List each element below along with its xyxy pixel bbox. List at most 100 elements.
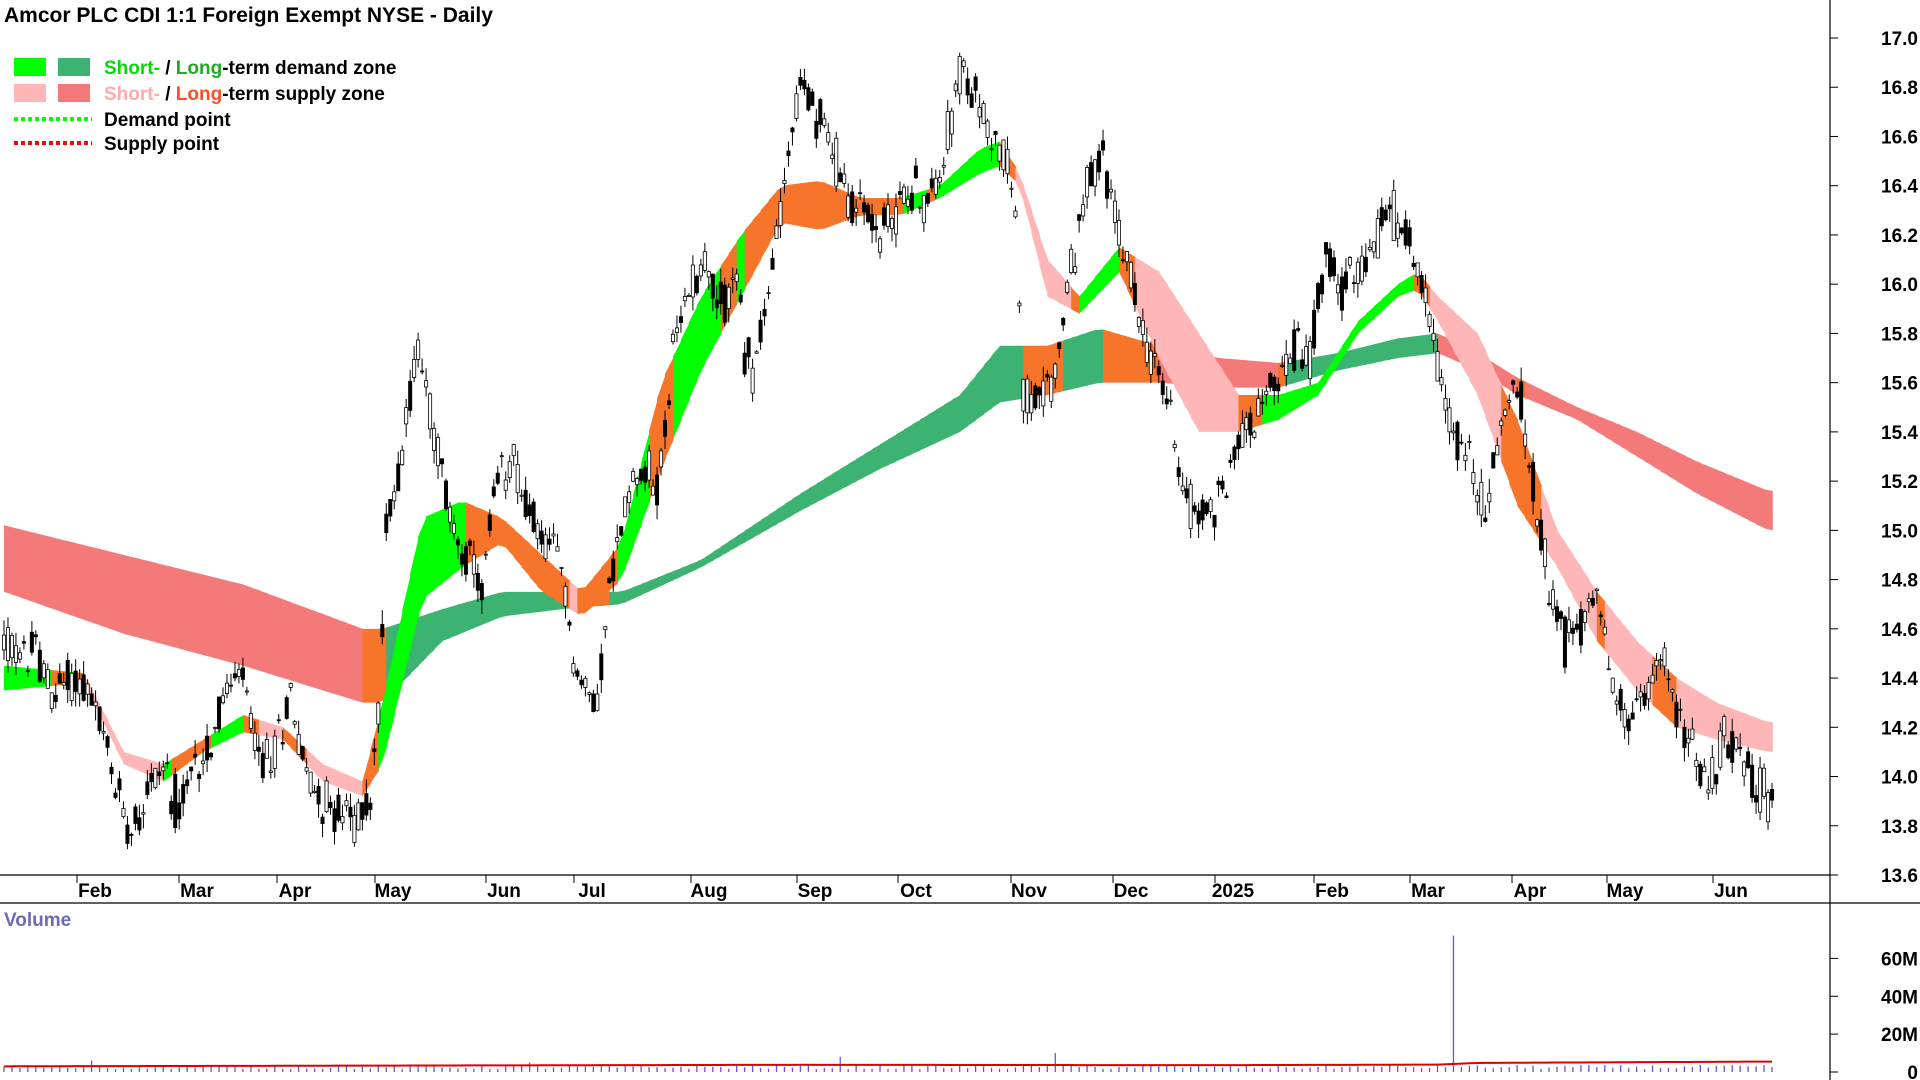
candle-body [1742, 761, 1747, 777]
candle-body [1746, 751, 1751, 769]
candle-body [1403, 219, 1408, 246]
long-term-zone-segment [115, 553, 125, 634]
candle-body [1487, 492, 1492, 503]
candle-body [296, 733, 301, 755]
candle-body [611, 558, 616, 582]
long-term-zone-segment [442, 606, 451, 642]
candle-body [213, 727, 218, 729]
candle-body [1136, 317, 1141, 327]
short-term-zone-segment [1023, 185, 1033, 234]
long-term-zone-segment [354, 625, 364, 703]
candle-body [1738, 746, 1743, 750]
candle-body [878, 238, 883, 253]
long-term-zone-segment [784, 498, 794, 520]
short-term-zone-segment [760, 200, 770, 260]
candle-body [519, 494, 524, 497]
candle-body [209, 752, 214, 758]
candle-body [1539, 519, 1544, 551]
candle-body [686, 295, 691, 297]
short-term-zone-segment [1222, 370, 1232, 432]
y-tick-label: 16.2 [1881, 226, 1918, 247]
candle-body [217, 696, 222, 730]
candle-body [591, 693, 596, 712]
candle-body [368, 802, 373, 810]
candle-body [1085, 167, 1090, 198]
long-term-zone-segment [895, 429, 905, 462]
candle-body [53, 694, 58, 702]
short-term-zone-segment [314, 756, 324, 782]
short-term-zone-segment [386, 647, 396, 748]
candle-body [232, 673, 237, 679]
short-term-zone-segment [593, 567, 603, 606]
candle-body [1602, 626, 1607, 635]
candle-body [1156, 366, 1161, 376]
candle-body [619, 526, 624, 536]
candle-body [961, 60, 966, 67]
short-term-zone-segment [195, 739, 204, 758]
x-tick-label: Jun [1714, 881, 1748, 902]
candle-body [312, 790, 317, 793]
candle-body [1634, 698, 1639, 701]
long-term-zone-segment [449, 604, 459, 638]
candle-body [786, 150, 791, 157]
candle-body [778, 201, 783, 226]
candle-body [1132, 283, 1137, 305]
candle-body [1021, 378, 1026, 412]
candle-body [710, 273, 715, 299]
short-term-zone-segment [1310, 382, 1319, 400]
candle-body [1495, 445, 1500, 456]
short-term-zone-segment [378, 684, 388, 771]
candle-body [571, 663, 576, 674]
short-term-zone-segment [545, 558, 555, 600]
candle-body [13, 645, 18, 663]
candle-body [1543, 538, 1548, 568]
long-term-zone-segment [609, 591, 619, 606]
short-term-zone-segment [306, 749, 316, 774]
long-term-zone-segment [131, 556, 141, 639]
candle-body [495, 472, 500, 484]
legend: Short- / Long-term demand zone Short- / L… [14, 58, 396, 155]
short-term-zone-segment [1429, 286, 1439, 322]
long-term-zone-segment [625, 587, 634, 603]
candle-body [1244, 417, 1249, 431]
candle-body [1574, 623, 1579, 630]
x-tick-label: Mar [1411, 881, 1445, 902]
candle-body [2, 634, 7, 651]
candle-body [1766, 792, 1771, 823]
candle-body [1116, 219, 1121, 246]
candle-body [420, 370, 425, 373]
short-term-zone-segment [1549, 508, 1558, 568]
candle-body [579, 679, 584, 686]
long-term-zone-segment [1071, 335, 1080, 390]
legend-short-supply-swatch [14, 84, 46, 102]
short-term-zone-segment [410, 536, 419, 649]
long-term-zone-segment [59, 539, 69, 615]
candle-body [1196, 510, 1201, 525]
x-tick-label: Nov [1011, 881, 1047, 902]
short-term-zone-segment [1365, 306, 1375, 327]
candle-body [1562, 616, 1567, 668]
y-tick-label: 16.8 [1881, 78, 1918, 99]
candle-body [1208, 499, 1213, 512]
candle-body [1045, 374, 1050, 378]
candle-body [1443, 398, 1448, 411]
long-term-zone-segment [1341, 350, 1351, 370]
candle-body [698, 264, 703, 277]
candle-body [1172, 444, 1177, 449]
short-term-zone-segment [1469, 326, 1479, 395]
candle-body [1200, 499, 1205, 521]
candle-body [575, 670, 580, 677]
candle-body [1192, 505, 1197, 512]
candle-body [416, 339, 421, 360]
candle-body [1511, 380, 1516, 385]
candle-body [1168, 399, 1173, 402]
x-tick-label: Jun [487, 881, 521, 902]
candle-body [1347, 257, 1352, 266]
candle-body [1292, 329, 1297, 371]
long-term-zone-segment [1636, 431, 1646, 462]
candle-body [141, 812, 146, 815]
long-term-zone-segment [1381, 340, 1391, 362]
x-tick-label: Sep [798, 881, 833, 902]
short-term-zone-segment [1397, 279, 1407, 297]
long-term-zone-segment [657, 574, 666, 588]
